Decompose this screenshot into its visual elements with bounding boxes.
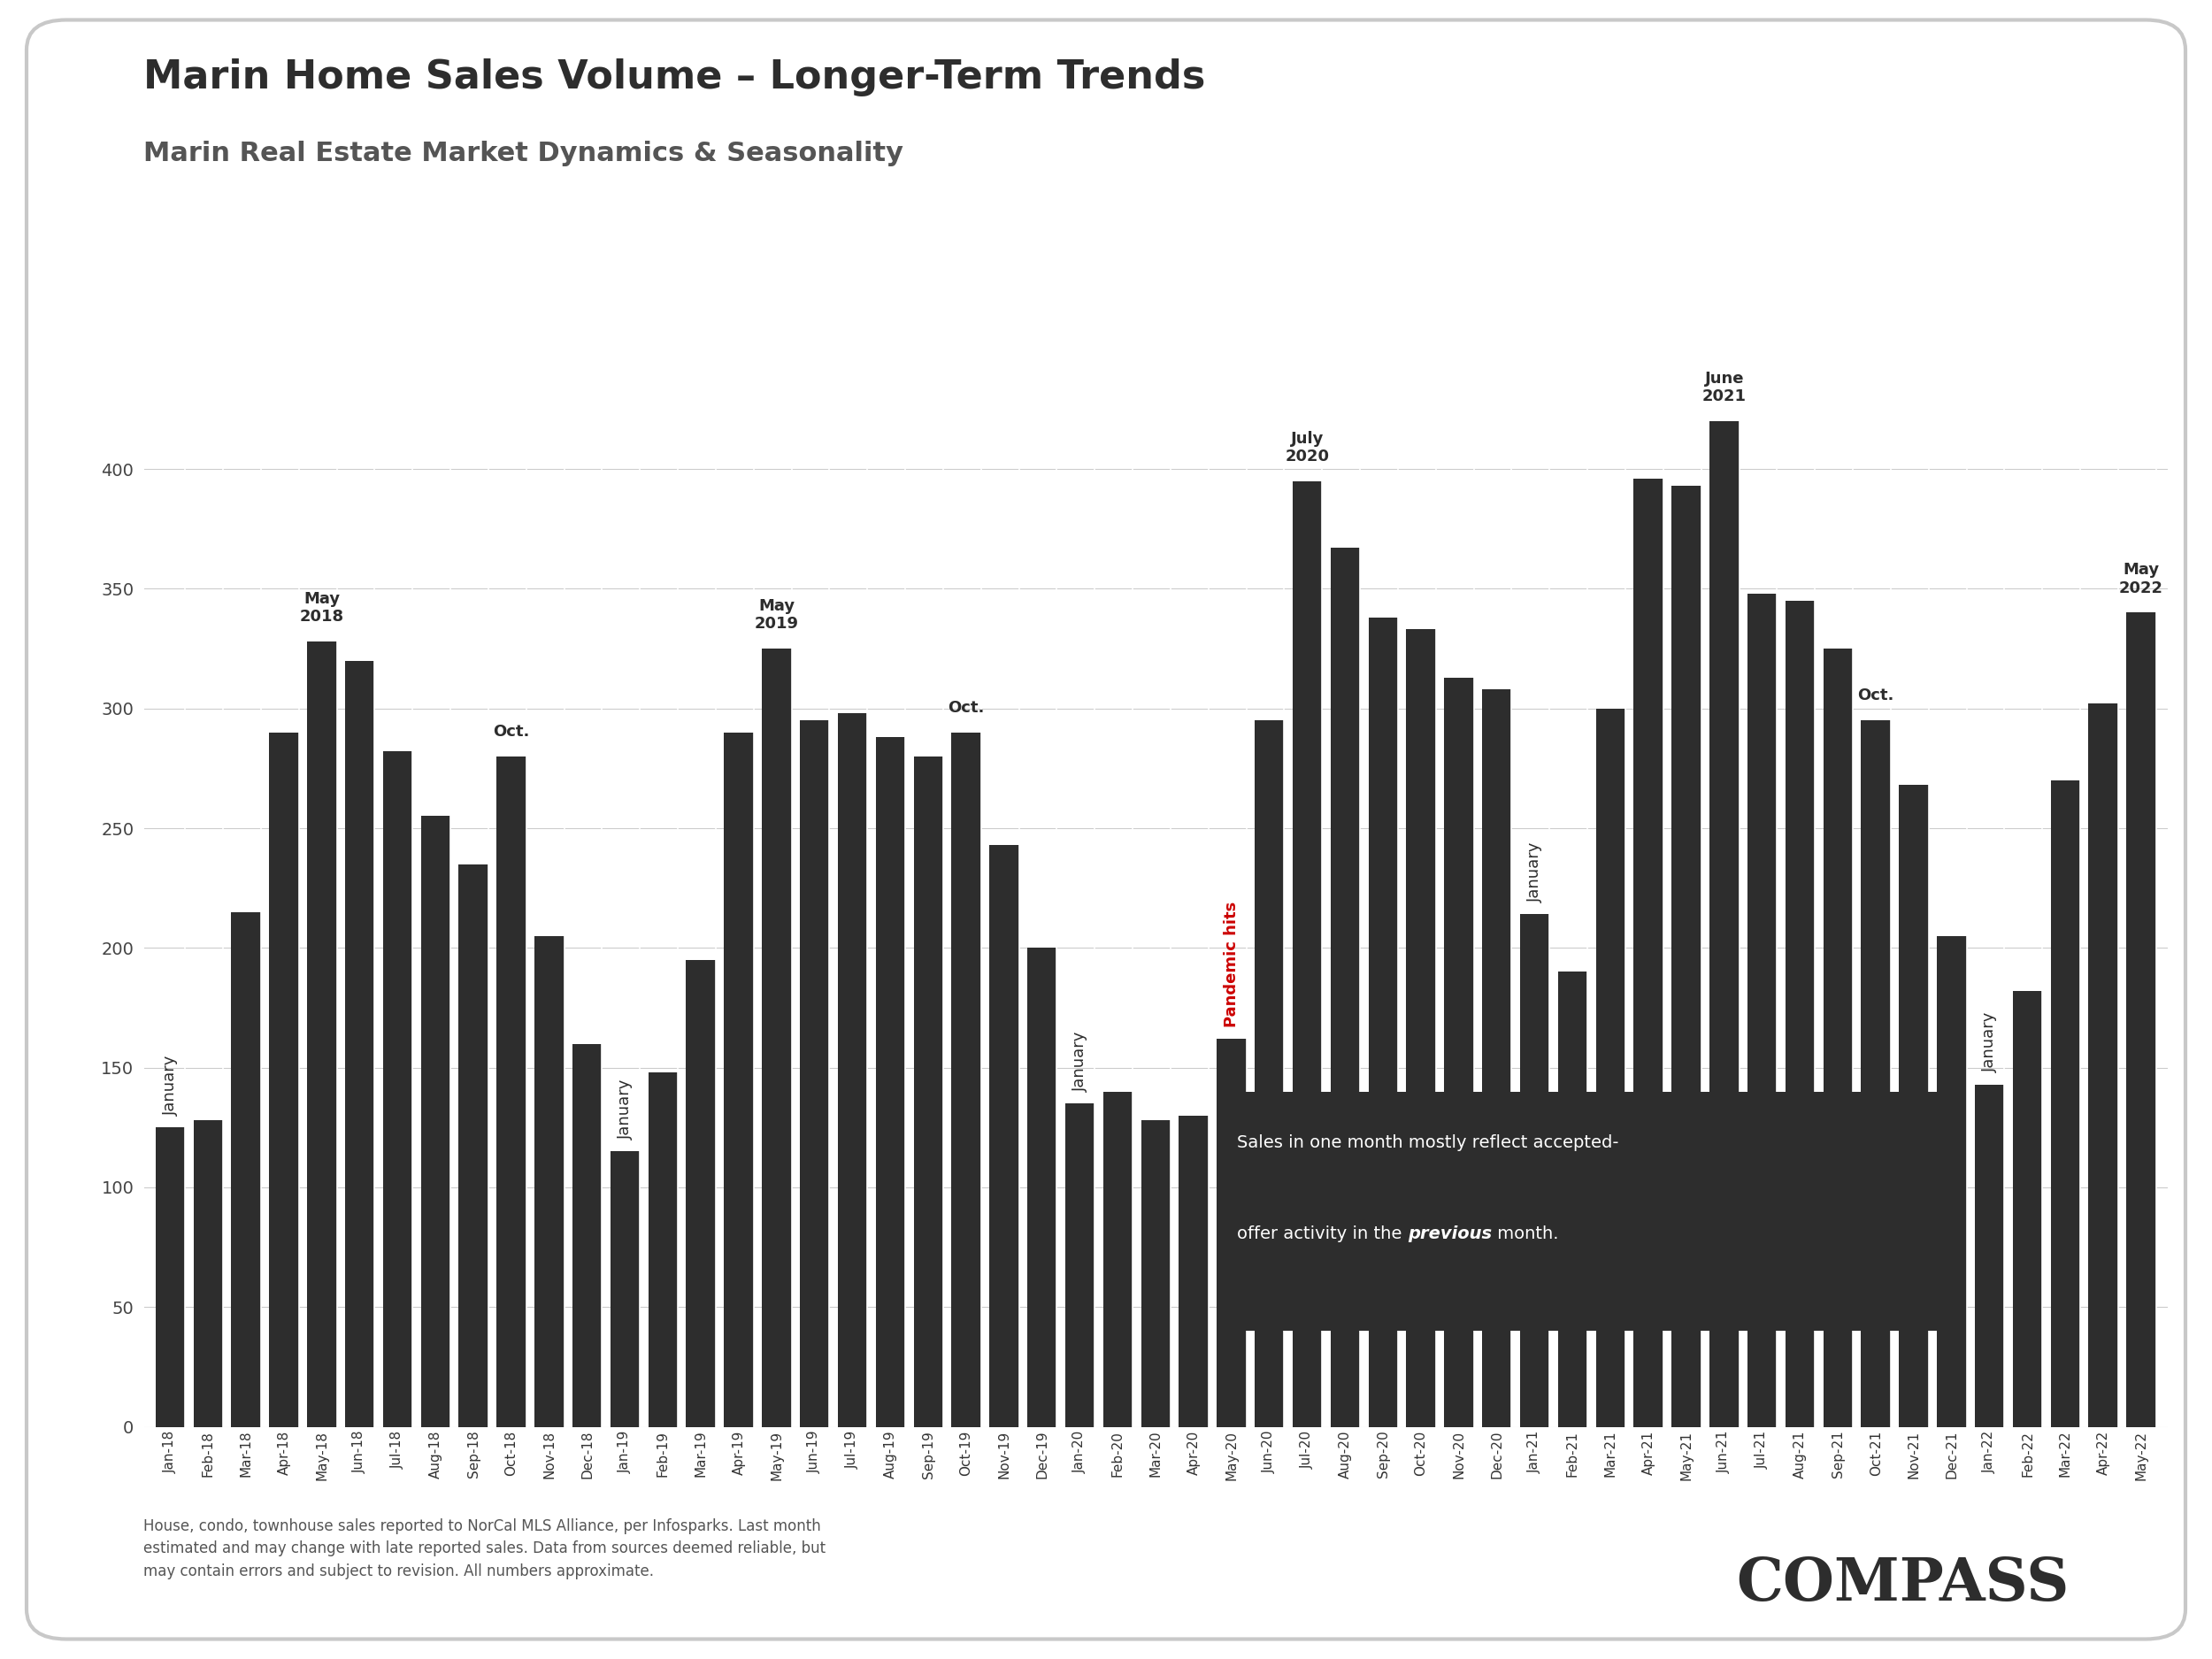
Bar [1254,720,1285,1427]
Text: House, condo, townhouse sales reported to NorCal MLS Alliance, per Infosparks. L: House, condo, townhouse sales reported t… [144,1518,825,1579]
Text: month.: month. [1491,1226,1559,1243]
Bar [1141,1120,1170,1427]
Bar [1710,421,1739,1427]
Bar [232,912,261,1427]
Bar [801,720,830,1427]
Text: Marin Home Sales Volume – Longer-Term Trends: Marin Home Sales Volume – Longer-Term Tr… [144,58,1206,96]
FancyBboxPatch shape [1223,1092,1962,1331]
Bar [1444,677,1473,1427]
Text: January: January [617,1078,633,1140]
Text: July
2020: July 2020 [1285,431,1329,465]
Bar [1672,486,1701,1427]
Text: January: January [161,1055,179,1115]
Bar [876,737,905,1427]
Bar [1860,720,1891,1427]
Text: Sales in one month mostly reflect accepted-: Sales in one month mostly reflect accept… [1237,1135,1619,1151]
Bar [573,1044,602,1427]
Text: Oct.: Oct. [1858,688,1893,703]
Bar [1482,690,1511,1427]
Text: January: January [1982,1012,1997,1072]
Bar [1747,594,1776,1427]
Bar [951,732,982,1427]
Bar [420,816,451,1427]
Text: Oct.: Oct. [493,723,529,740]
Text: May
2022: May 2022 [2119,562,2163,596]
Text: Marin Real Estate Market Dynamics & Seasonality: Marin Real Estate Market Dynamics & Seas… [144,141,905,166]
Bar [723,732,754,1427]
Bar [686,961,717,1427]
Bar [383,752,411,1427]
Bar [307,642,336,1427]
Text: January: January [1073,1030,1088,1092]
Text: previous: previous [1407,1226,1491,1243]
Bar [1785,601,1814,1427]
Bar [1369,617,1398,1427]
Bar [2051,780,2079,1427]
Bar [155,1128,186,1427]
Bar [989,844,1020,1427]
Bar [458,864,489,1427]
Bar [1066,1103,1095,1427]
Text: May
2018: May 2018 [301,591,345,625]
Bar [1635,478,1663,1427]
Bar [761,649,792,1427]
Bar [1026,947,1057,1427]
Bar [1179,1115,1208,1427]
Bar [1938,936,1966,1427]
Bar [1557,972,1588,1427]
Bar [498,757,526,1427]
Bar [2126,612,2157,1427]
Bar [914,757,942,1427]
Text: June
2021: June 2021 [1703,370,1747,405]
Bar [648,1072,677,1427]
Text: May
2019: May 2019 [754,599,799,632]
Bar [1900,785,1929,1427]
Bar [1823,649,1854,1427]
Bar [2088,703,2119,1427]
Bar [1595,708,1626,1427]
Bar [192,1120,223,1427]
Bar [1104,1092,1133,1427]
Bar [1217,1039,1245,1427]
Text: January: January [1526,841,1542,902]
Text: COMPASS: COMPASS [1736,1554,2070,1613]
Bar [1292,481,1323,1427]
Text: Pandemic hits: Pandemic hits [1223,901,1239,1027]
Bar [270,732,299,1427]
Text: Oct.: Oct. [949,700,984,715]
Bar [345,660,374,1427]
Bar [1975,1085,2004,1427]
Bar [1520,914,1551,1427]
Bar [838,713,867,1427]
Text: offer activity in the: offer activity in the [1237,1226,1407,1243]
Bar [1329,547,1360,1427]
Bar [535,936,564,1427]
Bar [611,1151,639,1427]
Bar [1407,629,1436,1427]
Bar [2013,990,2042,1427]
